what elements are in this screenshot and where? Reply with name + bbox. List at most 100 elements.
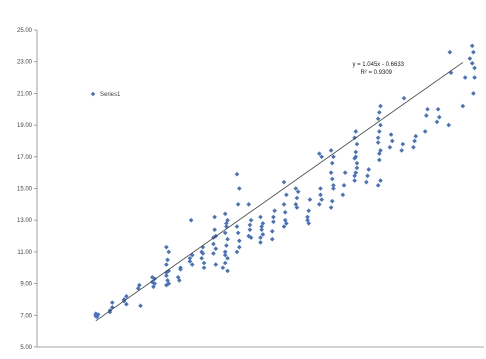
- data-point: [211, 241, 216, 247]
- data-point: [377, 157, 382, 163]
- data-point: [152, 276, 157, 282]
- data-point: [331, 186, 336, 191]
- data-point: [258, 214, 263, 220]
- data-point: [411, 144, 416, 150]
- data-point: [342, 170, 348, 175]
- data-point: [149, 279, 155, 285]
- data-point: [282, 217, 288, 223]
- data-point: [412, 138, 417, 144]
- data-point: [269, 228, 275, 234]
- data-point: [366, 167, 372, 172]
- data-point: [469, 60, 475, 66]
- data-point: [375, 140, 381, 145]
- data-point: [222, 252, 228, 258]
- y-axis: 5.00 7.00 9.00 11.00 13.00 15.00 17.00 19.00 21.…: [17, 28, 38, 351]
- data-point: [137, 282, 142, 288]
- data-point: [107, 309, 113, 315]
- data-point: [434, 119, 440, 125]
- y-tick-label: 7.00: [20, 313, 32, 319]
- data-point: [165, 278, 170, 283]
- data-point: [225, 255, 230, 261]
- data-point: [354, 160, 360, 166]
- data-point: [222, 211, 228, 217]
- data-point: [399, 148, 404, 153]
- data-point: [354, 165, 360, 171]
- y-tick-label: 17.00: [17, 155, 33, 161]
- data-point: [318, 186, 323, 191]
- data-point: [331, 154, 336, 160]
- data-point: [387, 144, 393, 150]
- data-point: [471, 91, 476, 96]
- y-tick-label: 19.00: [17, 123, 33, 129]
- data-point: [354, 141, 360, 147]
- data-point: [164, 262, 169, 267]
- y-tick-label: 25.00: [17, 28, 33, 34]
- trendline-group: [95, 62, 464, 322]
- data-point: [222, 249, 228, 255]
- data-point: [235, 202, 241, 207]
- data-point: [201, 260, 207, 266]
- data-point: [282, 209, 288, 215]
- data-point: [149, 274, 155, 280]
- data-point: [248, 235, 254, 240]
- data-point: [164, 273, 169, 278]
- data-point: [124, 301, 129, 307]
- data-point: [189, 262, 195, 267]
- data-point: [138, 303, 143, 309]
- data-point: [401, 95, 407, 101]
- data-point: [178, 265, 183, 271]
- data-point: [294, 205, 300, 210]
- data-point: [199, 255, 204, 261]
- data-point: [212, 214, 217, 220]
- legend-label: Series1: [100, 92, 121, 98]
- data-point: [259, 224, 264, 229]
- data-point: [235, 230, 241, 236]
- trendline-annotation: y = 1.045x - 0.6633 R² = 0.9309: [352, 62, 404, 76]
- data-point: [319, 197, 324, 202]
- data-point: [269, 236, 275, 242]
- data-point: [378, 178, 383, 183]
- data-point: [305, 214, 310, 220]
- data-point: [246, 233, 252, 239]
- data-point: [284, 192, 289, 198]
- data-point: [164, 244, 169, 250]
- y-tick-label: 13.00: [17, 218, 33, 224]
- data-point: [307, 197, 313, 202]
- data-point: [328, 170, 334, 175]
- data-point: [260, 232, 266, 237]
- data-point: [222, 230, 228, 236]
- data-point: [188, 217, 194, 223]
- y-tick-label: 23.00: [17, 60, 33, 66]
- data-point: [247, 222, 253, 228]
- data-point: [258, 240, 263, 245]
- data-point: [424, 113, 429, 118]
- data-point: [353, 170, 359, 175]
- data-point: [187, 259, 193, 264]
- data-point: [187, 255, 193, 261]
- data-point: [305, 217, 310, 223]
- data-point: [234, 171, 240, 177]
- data-point: [318, 192, 323, 198]
- data-point: [260, 221, 266, 226]
- data-point: [471, 49, 476, 55]
- legend: Series1: [90, 91, 121, 98]
- data-point: [201, 265, 207, 271]
- trendline: [95, 62, 464, 322]
- data-point: [378, 122, 383, 128]
- data-point: [237, 238, 242, 244]
- data-point: [328, 205, 334, 210]
- data-point: [364, 179, 369, 185]
- data-point: [237, 186, 242, 191]
- data-point: [234, 249, 240, 255]
- data-point: [246, 202, 252, 207]
- data-point: [378, 103, 383, 109]
- data-point: [200, 251, 206, 256]
- data-point: [237, 244, 242, 250]
- data-point: [352, 178, 357, 183]
- data-point: [258, 235, 263, 240]
- data-point: [352, 135, 357, 141]
- y-tick-label: 21.00: [17, 91, 33, 97]
- data-point: [225, 217, 230, 223]
- data-point: [272, 208, 277, 213]
